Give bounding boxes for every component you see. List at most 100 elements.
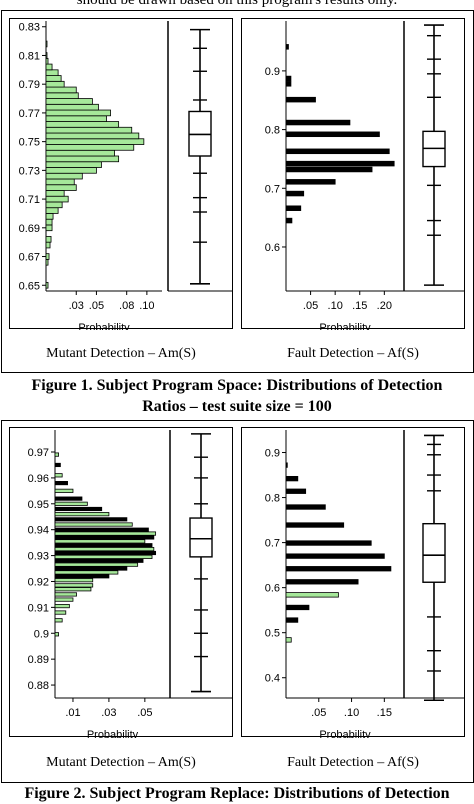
fig2-mutant-chart: 0.88 0.89 0.9 0.91 0.92 0.93 0.94 0.95 0.96 0.97.… xyxy=(28,430,232,741)
x-axis-label: Probability xyxy=(319,729,371,738)
histogram-bar xyxy=(45,144,135,151)
histogram-bar xyxy=(54,527,149,532)
histogram-bar xyxy=(54,462,61,468)
y-tick-label: 0.89 xyxy=(28,654,49,666)
y-tick-label: 0.67 xyxy=(19,252,40,264)
figure-1-caption-line2: Ratios – test suite size = 100 xyxy=(142,398,332,415)
fig2-fault-panel: 0.4 0.5 0.6 0.7 0.8 0.9 .05 .10 .15 Probability xyxy=(241,427,465,741)
x-axis-label: Probability xyxy=(78,322,130,330)
histogram-bar xyxy=(45,40,48,48)
y-tick-label: 0.7 xyxy=(265,538,280,550)
histogram-bar xyxy=(45,167,97,174)
histogram-bar xyxy=(45,224,53,232)
y-tick-label: 0.71 xyxy=(19,194,40,206)
y-tick-label: 0.4 xyxy=(265,673,280,685)
y-tick-label: 0.83 xyxy=(19,22,40,34)
x-tick-label: .10 xyxy=(328,300,343,312)
histogram-bar xyxy=(285,131,380,138)
histogram-bar xyxy=(45,172,83,180)
histogram-bar xyxy=(285,81,292,87)
histogram-bar xyxy=(45,132,140,140)
x-tick-label: .03 xyxy=(101,707,116,719)
histogram-bar xyxy=(285,604,310,611)
histogram-bar xyxy=(285,462,288,468)
histogram-bar xyxy=(54,570,119,575)
y-tick-label: 0.9 xyxy=(265,66,280,78)
x-axis-label: Probability xyxy=(319,322,371,330)
y-tick-label: 0.75 xyxy=(19,137,40,149)
histogram-bar xyxy=(45,69,59,76)
histogram-bar xyxy=(45,115,107,122)
y-tick-label: 0.5 xyxy=(265,628,280,640)
histogram-bar xyxy=(45,109,111,117)
histogram-bar xyxy=(285,475,299,482)
histogram-bar xyxy=(54,610,67,615)
histogram-bar xyxy=(54,506,103,512)
histogram-bar xyxy=(285,540,372,546)
fig1-mutant-caption: Mutant Detection – Am(S) xyxy=(46,346,196,361)
histogram-bar xyxy=(45,218,53,226)
histogram-bar xyxy=(54,522,133,527)
boxplot-box xyxy=(422,522,446,583)
histogram-bar xyxy=(54,558,144,563)
histogram-bar xyxy=(45,63,53,71)
fig1-fault-chart: 0.6 0.7 0.8 0.9 .05 .10 .15 .20 Probability xyxy=(265,21,464,334)
fig1-fault-panel: 0.6 0.7 0.8 0.9 .05 .10 .15 .20 Probability xyxy=(241,18,465,334)
histogram-bar xyxy=(54,480,68,486)
histogram-bar xyxy=(45,52,48,59)
histogram-bar xyxy=(45,207,59,214)
histogram-bar xyxy=(54,550,157,556)
histogram-bar xyxy=(54,496,83,501)
y-tick-label: 0.73 xyxy=(19,165,40,177)
histogram-bar xyxy=(45,80,65,88)
fig2-mutant-panel: 0.88 0.89 0.9 0.91 0.92 0.93 0.94 0.95 0.96 0.97.… xyxy=(9,427,233,741)
histogram-bar xyxy=(54,452,59,457)
histogram-bar xyxy=(54,547,155,552)
x-tick-label: .15 xyxy=(352,300,367,312)
histogram-bar xyxy=(54,562,139,567)
histogram-bar xyxy=(45,98,93,105)
histogram-bar xyxy=(45,195,69,203)
boxplot-box xyxy=(189,517,213,558)
y-tick-label: 0.94 xyxy=(28,525,49,537)
y-tick-label: 0.95 xyxy=(28,499,49,511)
histogram-bar xyxy=(54,517,128,522)
fig2-fault-chart: 0.4 0.5 0.6 0.7 0.8 0.9 .05 .10 .15 Probability xyxy=(265,430,464,741)
histogram-bar xyxy=(45,190,65,197)
histogram-bar xyxy=(285,617,299,623)
histogram-bar xyxy=(285,522,345,528)
histogram-bar xyxy=(54,501,88,506)
histogram-bar xyxy=(45,138,145,145)
y-tick-label: 0.92 xyxy=(28,576,49,588)
y-tick-label: 0.65 xyxy=(19,280,40,292)
y-tick-label: 0.8 xyxy=(265,125,280,137)
histogram-bar xyxy=(54,473,63,478)
histogram-bar xyxy=(45,92,79,99)
histogram-bar xyxy=(285,179,336,185)
x-tick-label: .10 xyxy=(139,300,154,312)
figure-1-caption-line1: Figure 1. Subject Program Space: Distrib… xyxy=(31,377,443,394)
y-tick-label: 0.9 xyxy=(265,448,280,460)
histogram-bar xyxy=(285,119,351,126)
histogram-bar xyxy=(54,592,77,597)
histogram-bar xyxy=(45,184,77,191)
histogram-bar xyxy=(285,160,395,167)
x-tick-label: .10 xyxy=(344,707,359,719)
histogram-bar xyxy=(45,86,77,94)
histogram-bar xyxy=(54,554,153,559)
histogram-bar xyxy=(45,121,120,128)
histogram-bar xyxy=(45,178,75,186)
histogram-bar xyxy=(45,161,102,168)
x-tick-label: .05 xyxy=(311,707,326,719)
y-tick-label: 0.7 xyxy=(265,183,280,195)
y-tick-label: 0.6 xyxy=(265,583,280,595)
histogram-bar xyxy=(54,543,153,548)
y-tick-label: 0.91 xyxy=(28,602,49,614)
y-tick-label: 0.6 xyxy=(265,242,280,254)
histogram-bar xyxy=(285,579,359,585)
histogram-bar xyxy=(54,488,74,493)
histogram-bar xyxy=(45,155,120,163)
fig1-mutant-panel: 0.65 0.67 0.69 0.71 0.73 0.75 0.77 0.79 0.81 0.83… xyxy=(9,18,233,334)
histogram-bar xyxy=(45,57,49,65)
histogram-bar xyxy=(54,583,94,588)
